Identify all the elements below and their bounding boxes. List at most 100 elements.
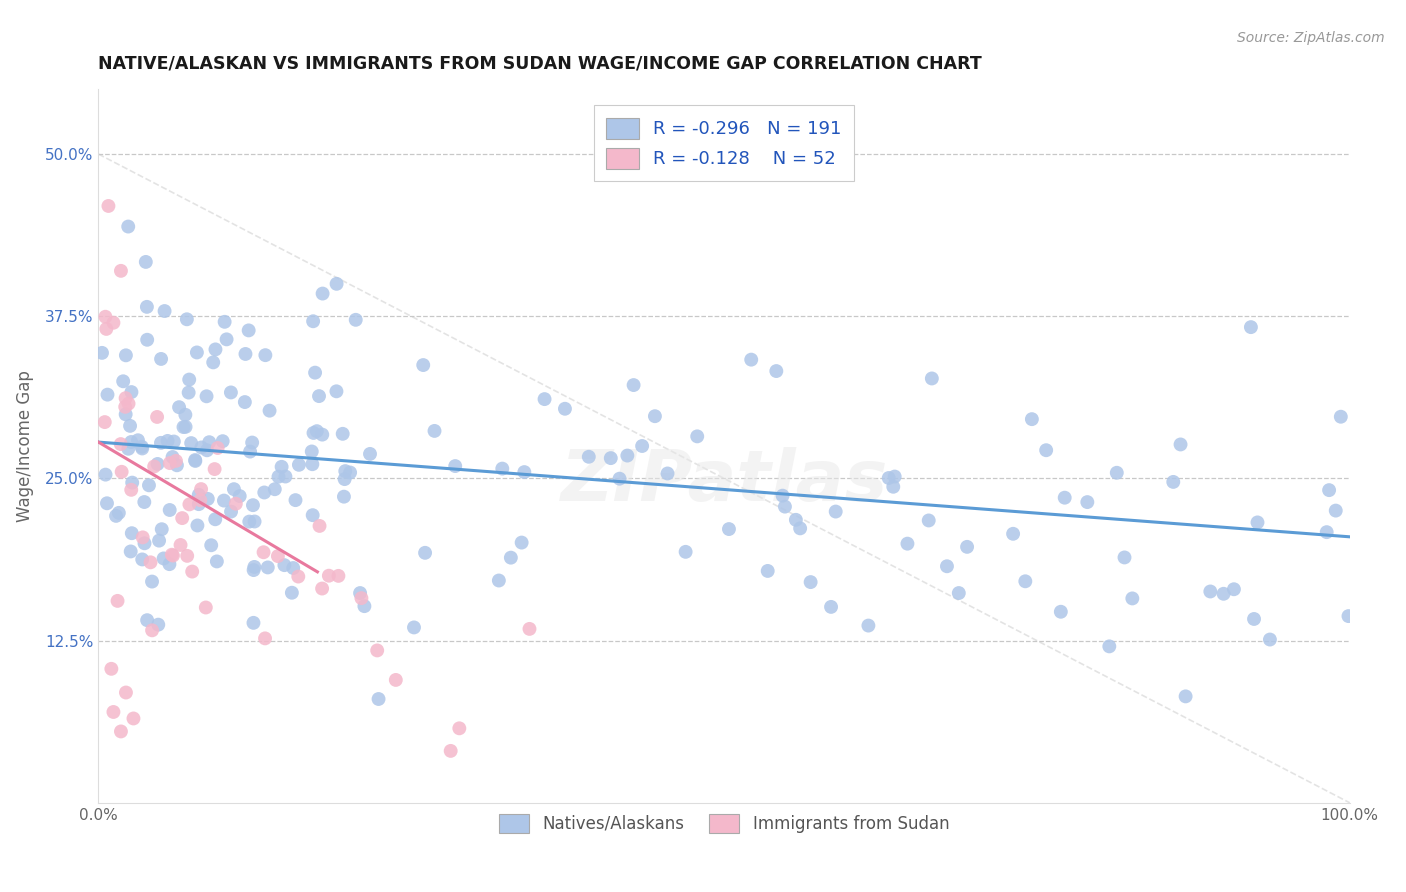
Point (121, 475, 143, 490)
Point (335, 464, 357, 478)
Point (318, 568, 340, 582)
Point (288, 458, 311, 472)
Point (159, 456, 181, 470)
Point (135, 255, 157, 269)
Point (824, 504, 846, 518)
Point (1223, 582, 1246, 597)
Point (273, 558, 295, 573)
Point (100, 662, 122, 676)
Point (207, 441, 229, 455)
Point (136, 333, 159, 347)
Point (94, 415, 117, 429)
Point (204, 462, 226, 476)
Point (120, 418, 142, 433)
Point (772, 489, 794, 503)
Point (215, 332, 238, 346)
Point (202, 355, 225, 369)
Point (91, 346, 114, 360)
Point (240, 435, 263, 450)
Point (162, 450, 184, 464)
Point (281, 585, 304, 599)
Point (150, 351, 173, 366)
Point (332, 426, 354, 441)
Point (131, 440, 153, 454)
Point (204, 512, 226, 526)
Point (657, 467, 679, 481)
Point (169, 538, 191, 552)
Point (176, 312, 198, 326)
Point (1105, 466, 1128, 480)
Point (936, 559, 959, 574)
Point (554, 401, 576, 416)
Point (120, 385, 142, 400)
Point (146, 409, 169, 424)
Point (173, 420, 195, 434)
Point (188, 493, 211, 508)
Point (308, 519, 330, 533)
Point (219, 385, 242, 400)
Text: ZIPatlas: ZIPatlas (561, 447, 887, 516)
Point (117, 442, 139, 456)
Point (121, 526, 143, 541)
Point (134, 495, 156, 509)
Text: Source: ZipAtlas.com: Source: ZipAtlas.com (1237, 31, 1385, 45)
Point (131, 442, 153, 456)
Point (190, 482, 212, 496)
Point (159, 557, 181, 571)
Point (143, 459, 166, 474)
Point (267, 469, 290, 483)
Point (148, 533, 170, 548)
Point (921, 371, 943, 385)
Point (134, 536, 156, 550)
Point (301, 508, 323, 523)
Point (1240, 320, 1263, 334)
Point (402, 620, 425, 634)
Point (533, 392, 555, 406)
Point (228, 489, 250, 503)
Point (167, 400, 190, 414)
Point (367, 692, 389, 706)
Point (918, 513, 941, 527)
Point (740, 352, 762, 367)
Point (440, 744, 463, 758)
Point (195, 443, 218, 458)
Point (194, 600, 217, 615)
Point (225, 497, 247, 511)
Point (114, 391, 136, 405)
Point (96, 322, 118, 336)
Point (205, 554, 228, 568)
Point (243, 560, 266, 574)
Point (110, 264, 132, 278)
Point (132, 530, 155, 544)
Point (1002, 526, 1025, 541)
Point (238, 515, 260, 529)
Point (270, 459, 292, 474)
Point (115, 685, 138, 699)
Point (222, 482, 245, 496)
Point (1076, 495, 1098, 509)
Point (1114, 550, 1136, 565)
Point (211, 434, 233, 449)
Point (200, 538, 222, 552)
Point (385, 673, 408, 687)
Point (94, 467, 117, 482)
Point (239, 444, 262, 458)
Point (491, 461, 513, 475)
Point (97, 199, 120, 213)
Point (186, 345, 208, 359)
Point (120, 435, 142, 450)
Point (243, 515, 266, 529)
Point (156, 434, 179, 448)
Point (1246, 516, 1268, 530)
Point (238, 323, 260, 337)
Point (333, 472, 356, 486)
Point (195, 389, 218, 403)
Point (339, 466, 361, 480)
Point (174, 408, 197, 422)
Point (174, 420, 197, 434)
Point (686, 429, 709, 443)
Point (172, 511, 194, 525)
Point (177, 385, 200, 400)
Legend: Natives/Alaskans, Immigrants from Sudan: Natives/Alaskans, Immigrants from Sudan (488, 802, 960, 845)
Point (180, 436, 202, 450)
